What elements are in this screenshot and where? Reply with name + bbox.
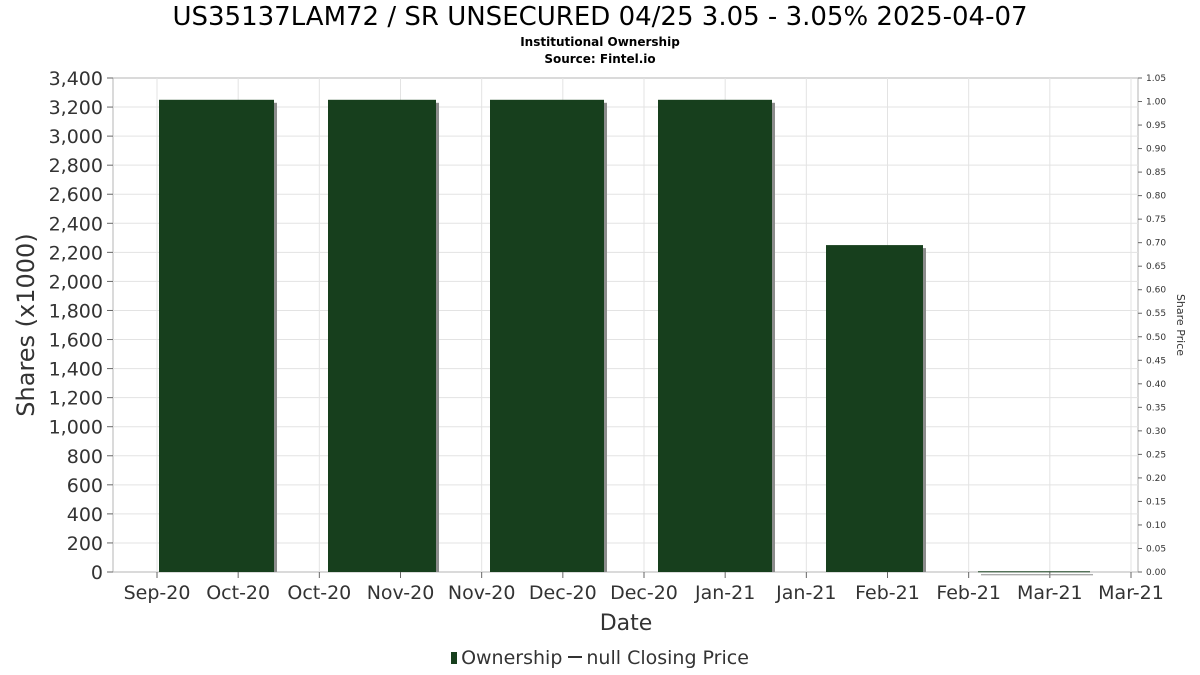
y-tick-label: 400 bbox=[67, 504, 103, 526]
x-tick-label: Feb-21 bbox=[855, 582, 920, 604]
y-tick-label: 2,600 bbox=[49, 184, 103, 206]
chart-subtitle: Institutional Ownership bbox=[520, 35, 680, 49]
y2-tick-label: 0.55 bbox=[1146, 309, 1166, 319]
y-tick-label: 1,400 bbox=[49, 359, 103, 381]
y2-tick-label: 0.75 bbox=[1146, 215, 1166, 225]
x-tick-label: Jan-21 bbox=[694, 582, 755, 604]
y-tick-label: 3,200 bbox=[49, 97, 103, 119]
x-axis-title: Date bbox=[600, 611, 653, 636]
y-tick-label: 600 bbox=[67, 475, 103, 497]
y-axis-title: Shares (x1000) bbox=[12, 233, 40, 416]
chart-source: Source: Fintel.io bbox=[544, 52, 656, 66]
x-tick-label: Mar-21 bbox=[1098, 582, 1164, 604]
x-tick-label: Dec-20 bbox=[529, 582, 597, 604]
price-legend-swatch bbox=[568, 656, 583, 658]
x-tick-label: Dec-20 bbox=[610, 582, 678, 604]
chart-legend: Ownership null Closing Price bbox=[0, 647, 1200, 669]
y-tick-label: 3,000 bbox=[49, 126, 103, 148]
y-tick-label: 1,200 bbox=[49, 388, 103, 410]
legend-ownership-label: Ownership bbox=[461, 647, 563, 669]
y2-tick-label: 0.45 bbox=[1146, 356, 1166, 366]
x-tick-label: Mar-21 bbox=[1017, 582, 1083, 604]
x-tick-label: Jan-21 bbox=[775, 582, 836, 604]
ownership-bar bbox=[328, 99, 436, 572]
y-tick-label: 800 bbox=[67, 446, 103, 468]
y2-tick-label: 0.30 bbox=[1146, 427, 1166, 437]
legend-price-label: null Closing Price bbox=[586, 647, 749, 669]
x-tick-label: Nov-20 bbox=[448, 582, 516, 604]
y2-tick-label: 0.10 bbox=[1146, 521, 1166, 531]
x-tick-label: Sep-20 bbox=[124, 582, 191, 604]
y-tick-label: 200 bbox=[67, 533, 103, 555]
y2-tick-label: 0.80 bbox=[1146, 192, 1166, 202]
plot-area bbox=[112, 77, 1139, 573]
y-tick-label: 0 bbox=[91, 562, 103, 584]
x-tick-label: Feb-21 bbox=[936, 582, 1001, 604]
y2-tick-label: 0.40 bbox=[1146, 380, 1166, 390]
x-tick-label: Oct-20 bbox=[287, 582, 351, 604]
x-tick-label: Oct-20 bbox=[206, 582, 270, 604]
chart-title: US35137LAM72 / SR UNSECURED 04/25 3.05 -… bbox=[172, 2, 1028, 32]
y2-tick-label: 0.70 bbox=[1146, 239, 1166, 249]
y2-tick-label: 0.20 bbox=[1146, 474, 1166, 484]
y2-tick-label: 0.05 bbox=[1146, 544, 1166, 554]
y2-tick-label: 0.60 bbox=[1146, 286, 1166, 296]
y-tick-label: 2,800 bbox=[49, 155, 103, 177]
y-tick-label: 2,400 bbox=[49, 213, 103, 235]
ownership-bar bbox=[658, 99, 772, 572]
y2-tick-label: 0.50 bbox=[1146, 333, 1166, 343]
y2-tick-label: 1.05 bbox=[1146, 74, 1166, 84]
bar-shadow bbox=[981, 574, 1093, 576]
y2-tick-label: 0.25 bbox=[1146, 450, 1166, 460]
ownership-bar bbox=[978, 571, 1090, 573]
y-tick-label: 2,200 bbox=[49, 242, 103, 264]
ownership-legend-swatch bbox=[451, 652, 458, 664]
ownership-bar bbox=[159, 99, 274, 572]
y-tick-label: 2,000 bbox=[49, 271, 103, 293]
y2-tick-label: 0.00 bbox=[1146, 568, 1166, 578]
y-tick-label: 3,400 bbox=[49, 68, 103, 90]
y2-axis-title: Share Price bbox=[1174, 294, 1187, 356]
y-tick-label: 1,600 bbox=[49, 330, 103, 352]
y2-tick-label: 0.35 bbox=[1146, 403, 1166, 413]
y2-tick-label: 0.65 bbox=[1146, 262, 1166, 272]
y-tick-label: 1,800 bbox=[49, 300, 103, 322]
ownership-bar bbox=[490, 99, 604, 572]
y-tick-label: 1,000 bbox=[49, 417, 103, 439]
y2-tick-label: 0.85 bbox=[1146, 168, 1166, 178]
ownership-bar bbox=[826, 245, 923, 572]
y2-tick-label: 0.95 bbox=[1146, 121, 1166, 131]
y2-tick-label: 1.00 bbox=[1146, 98, 1166, 108]
y2-tick-label: 0.90 bbox=[1146, 145, 1166, 155]
y2-tick-label: 0.15 bbox=[1146, 497, 1166, 507]
x-tick-label: Nov-20 bbox=[367, 582, 435, 604]
